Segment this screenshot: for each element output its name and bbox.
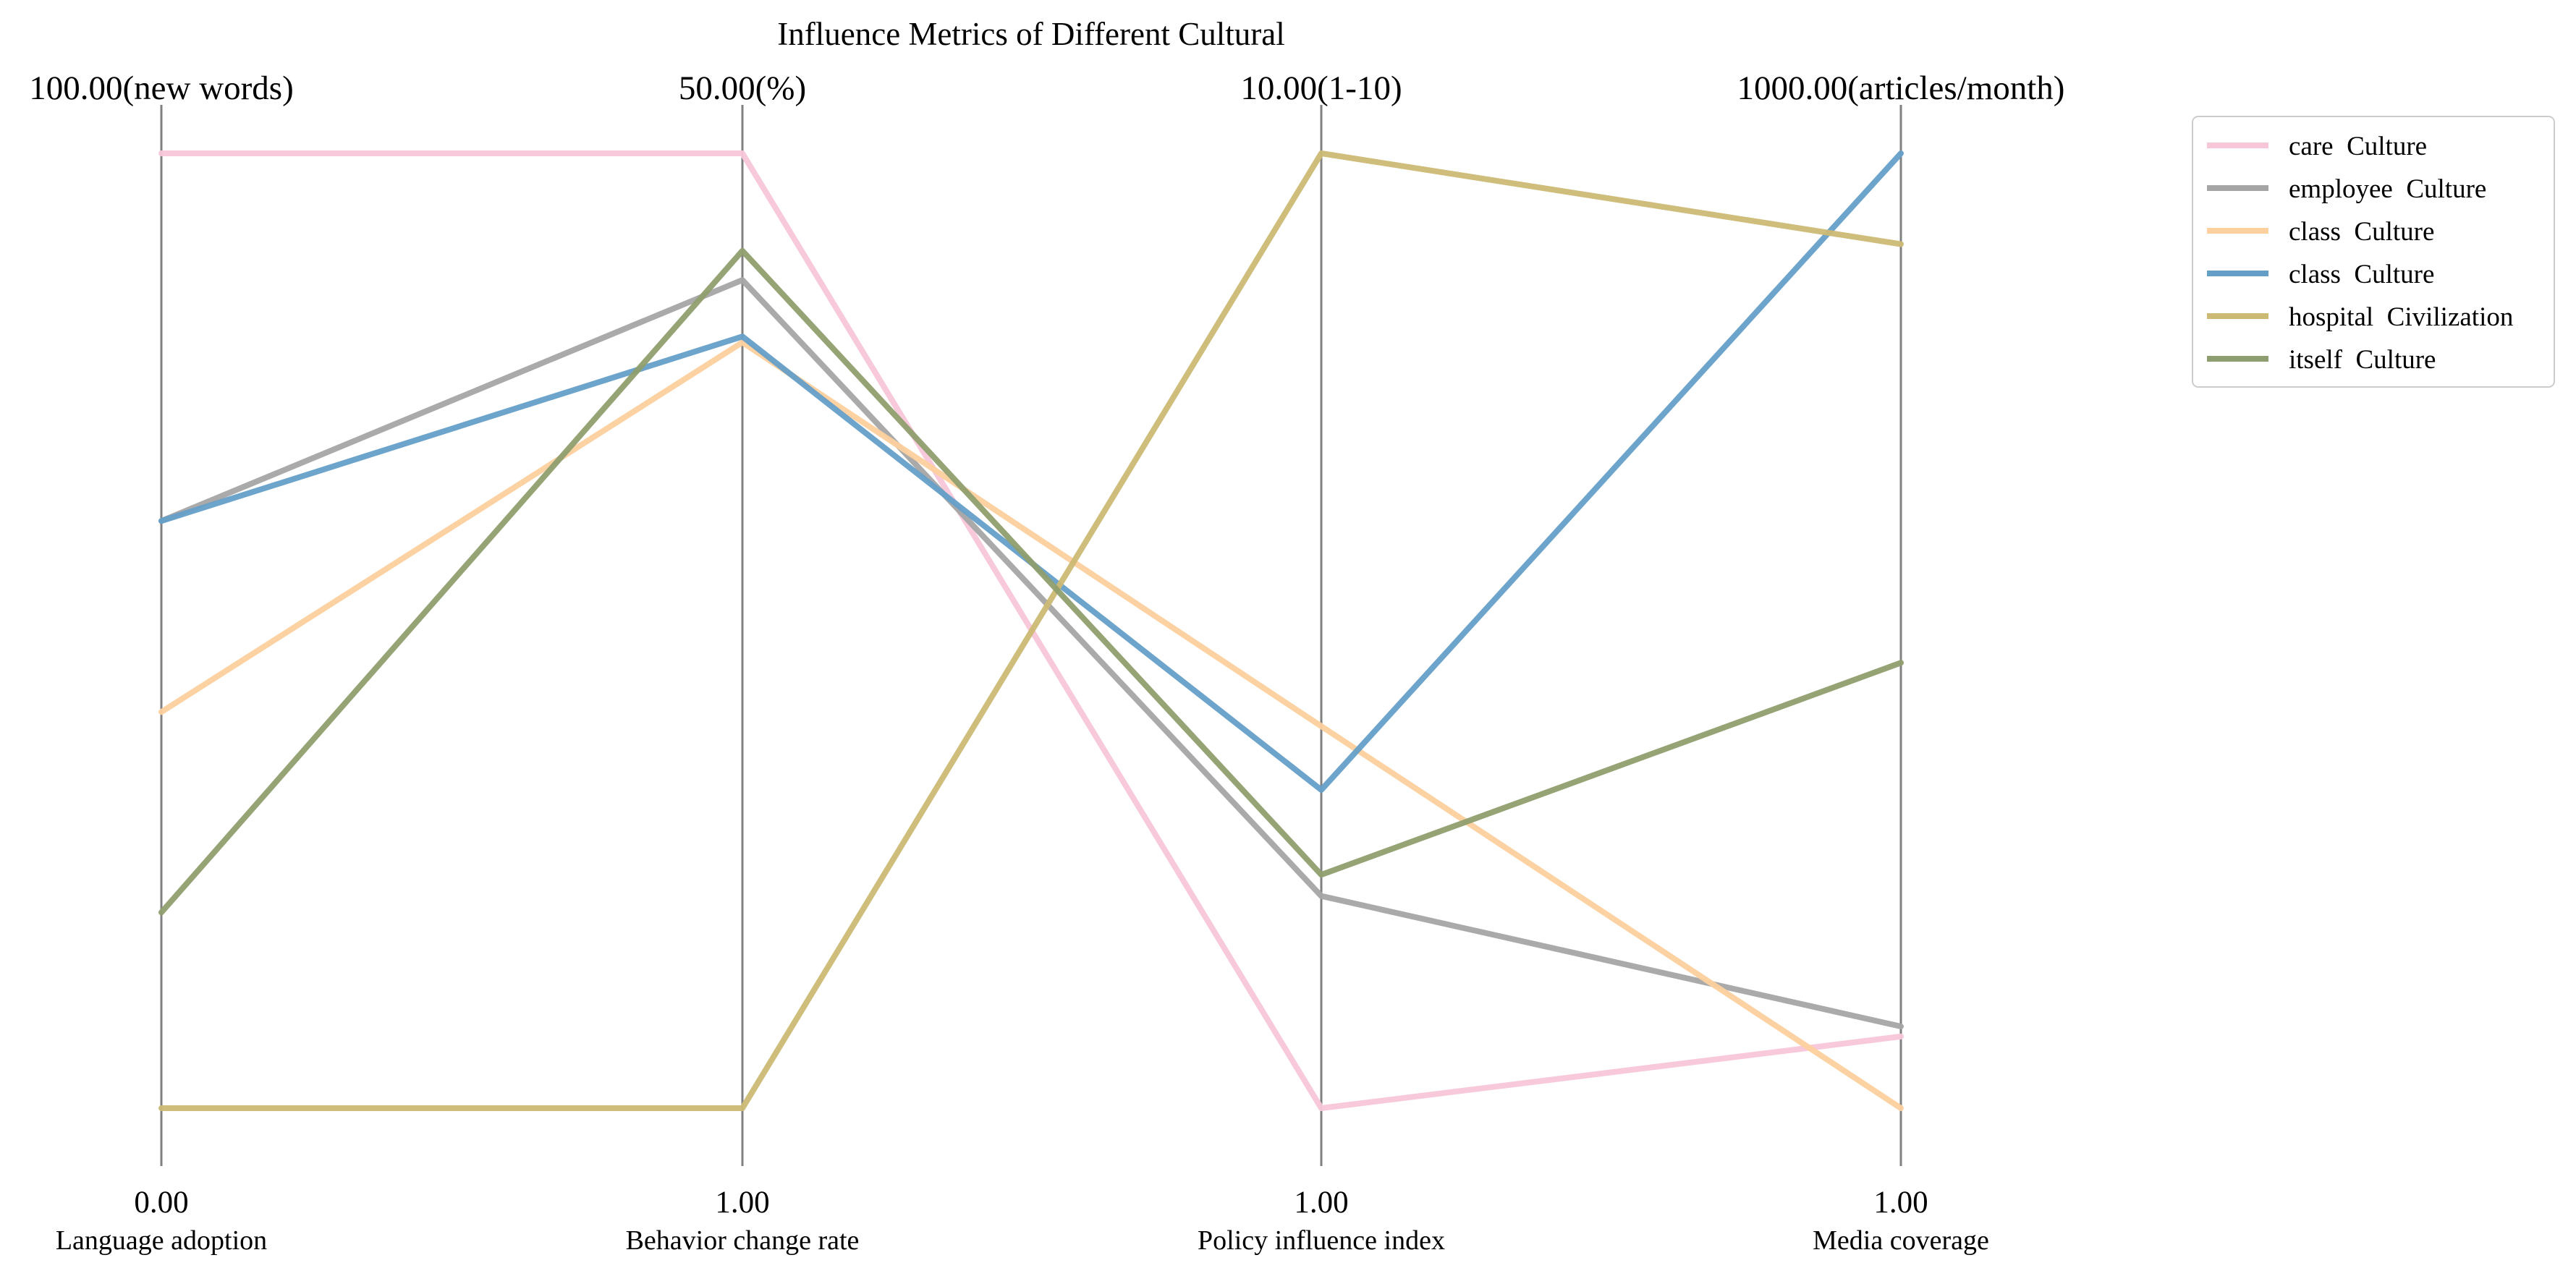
legend-label-3-class-culture: class Culture: [2289, 217, 2434, 247]
chart-title: Influence Metrics of Different Cultural: [777, 16, 1284, 52]
axis-top-label-policy-influence-index: 10.00(1-10): [1240, 69, 1402, 107]
legend-item-1-care-culture: care Culture: [2207, 132, 2427, 161]
legend-item-5-hospital-civilization: hospital Civilization: [2207, 302, 2513, 332]
series-line-5-hospital-civilization: [158, 150, 1904, 1111]
axis-bottom-label-behavior-change-rate: 1.00: [715, 1186, 769, 1220]
axis-bottom-label-language-adoption: 0.00: [134, 1186, 188, 1220]
legend-item-2-employee-culture: employee Culture: [2207, 174, 2486, 204]
series-layer: [158, 150, 1904, 1111]
axis-top-label-media-coverage: 1000.00(articles/month): [1737, 69, 2065, 107]
axis-name-behavior-change-rate: Behavior change rate: [626, 1225, 860, 1256]
axis-bottom-label-media-coverage: 1.00: [1873, 1186, 1928, 1220]
axis-name-language-adoption: Language adoption: [56, 1225, 267, 1256]
legend-item-3-class-culture: class Culture: [2207, 217, 2434, 247]
legend-item-4-class-culture: class Culture: [2207, 260, 2434, 289]
legend-items: care Culture employee Culture class Cultur…: [2207, 132, 2513, 375]
legend-label-4-class-culture: class Culture: [2289, 260, 2434, 289]
legend-frame: [2192, 116, 2555, 388]
legend-label-6-itself-culture: itself Culture: [2289, 345, 2436, 375]
series-line-3-class-culture: [158, 339, 1904, 1111]
legend-label-1-care-culture: care Culture: [2289, 132, 2427, 161]
legend-label-5-hospital-civilization: hospital Civilization: [2289, 302, 2513, 332]
axis-top-label-behavior-change-rate: 50.00(%): [679, 69, 806, 107]
series-line-2-employee-culture: [158, 277, 1904, 1029]
series-line-4-class-culture: [158, 150, 1904, 793]
axis-name-media-coverage: Media coverage: [1813, 1225, 1989, 1256]
legend-item-6-itself-culture: itself Culture: [2207, 345, 2436, 375]
axis-name-policy-influence-index: Policy influence index: [1198, 1225, 1445, 1256]
axes-layer: 100.00(new words) 0.00 Language adoption 50…: [29, 69, 2064, 1256]
series-line-6-itself-culture: [158, 247, 1904, 916]
legend: care Culture employee Culture class Cultur…: [2192, 116, 2555, 388]
axis-bottom-label-policy-influence-index: 1.00: [1294, 1186, 1348, 1220]
axis-top-label-language-adoption: 100.00(new words): [29, 69, 294, 107]
legend-label-2-employee-culture: employee Culture: [2289, 174, 2486, 204]
